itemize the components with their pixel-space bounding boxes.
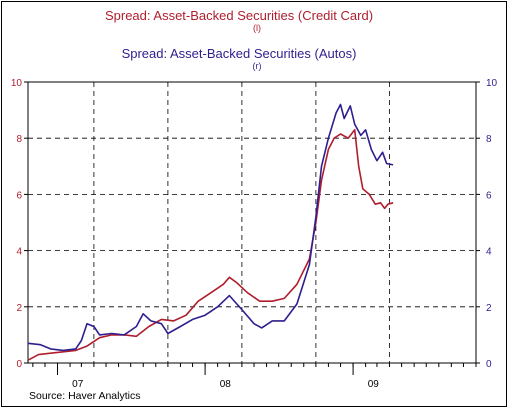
chart-title-2: Spread: Asset-Backed Securities (Autos): [122, 46, 357, 61]
right-tick-label: 10: [486, 78, 498, 89]
axes: 0 2 4 6 8 10 0 2 4 6 8 10 07 08 09: [11, 78, 498, 390]
left-tick-label: 2: [16, 303, 22, 314]
left-tick-label: 10: [11, 78, 23, 89]
left-tick-label: 8: [16, 134, 22, 145]
right-tick-label: 2: [486, 303, 492, 314]
left-tick-label: 4: [16, 247, 22, 258]
right-tick-label: 0: [486, 359, 492, 370]
right-tick-label: 4: [486, 247, 492, 258]
chart-title-axis-note-2: (r): [253, 61, 262, 71]
chart-title-axis-note-1: (l): [253, 23, 261, 33]
grid-lines: [28, 82, 476, 363]
source-note: Source: Haver Analytics: [29, 390, 140, 402]
chart-title-1: Spread: Asset-Backed Securities (Credit …: [105, 8, 373, 23]
line-chart: Spread: Asset-Backed Securities (Credit …: [11, 8, 498, 402]
chart-frame: Spread: Asset-Backed Securities (Credit …: [1, 1, 507, 407]
left-tick-label: 0: [16, 359, 22, 370]
left-tick-label: 6: [16, 190, 22, 201]
x-tick-label: 08: [220, 379, 232, 390]
x-tick-label: 07: [72, 379, 84, 390]
x-tick-label: 09: [368, 379, 380, 390]
right-tick-label: 6: [486, 190, 492, 201]
right-tick-label: 8: [486, 134, 492, 145]
chart-titles: Spread: Asset-Backed Securities (Credit …: [105, 8, 373, 71]
series-line-1: [27, 129, 394, 361]
plot-border: [27, 81, 477, 364]
series-line-2: [27, 103, 394, 352]
series-lines: [27, 103, 394, 361]
